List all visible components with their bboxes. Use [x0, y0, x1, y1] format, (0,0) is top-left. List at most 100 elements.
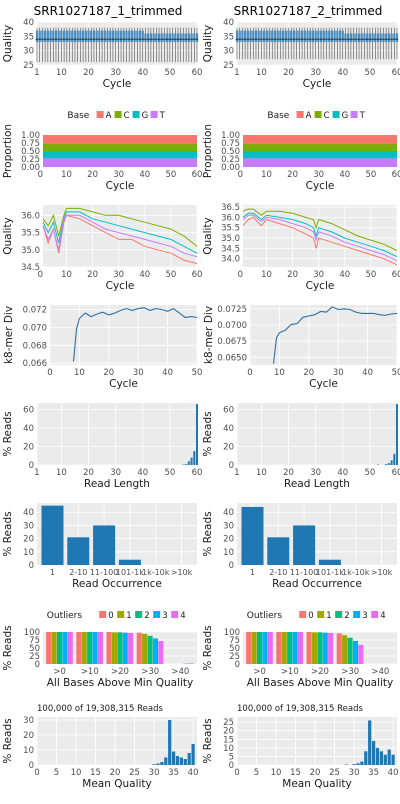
r1-outliers-bar — [82, 632, 87, 664]
r2-quality-by-base-xtick-label: 30 — [313, 270, 324, 280]
r2-box — [347, 33, 349, 42]
r2-box — [393, 33, 395, 42]
r1-outliers-bar — [188, 663, 193, 664]
r1-box — [79, 31, 81, 42]
r2-base-proportion-xtick-label: 40 — [339, 170, 350, 180]
r2-mean-quality-xtick-label: 20 — [310, 768, 321, 778]
r1-mean-quality-xtick-label: 0 — [34, 768, 39, 778]
r1-outliers-bar — [153, 638, 158, 664]
r1-outliers-legend-label: 1 — [126, 611, 131, 621]
r2-box — [293, 31, 295, 42]
r1-outliers-xtick-label: >0 — [53, 667, 66, 677]
r1-outliers-xtick-label: >30 — [141, 667, 159, 677]
r2-read-length-x-axis-title: Read Length — [284, 478, 350, 490]
r2-read-length-bar — [396, 404, 398, 465]
r2-kmer-div-panel — [250, 305, 397, 365]
r1-box — [44, 31, 46, 42]
r1-outliers-bar — [76, 632, 81, 664]
r2-quality-boxplot-xtick-label: 30 — [310, 68, 321, 78]
r1-outliers-bar — [87, 632, 92, 664]
r1-quality-by-base-xtick-label: 0 — [38, 270, 43, 280]
r1-box — [128, 31, 130, 42]
r2-base-legend-title: Base — [267, 111, 289, 121]
r2-outliers-bar — [307, 632, 312, 664]
r1-quality-boxplot-xtick-label: 30 — [110, 68, 121, 78]
r1-quality-by-base-y-axis-title: Quality — [2, 217, 14, 255]
r1-read-length-xtick-label: 50 — [164, 468, 175, 478]
r1-outliers-bar — [147, 636, 152, 664]
r2-outliers-bar — [257, 632, 262, 664]
r2-kmer-div-ytick-label: 0.0700 — [217, 321, 247, 331]
r2-box — [315, 31, 317, 42]
column-title-r1: SRR1027187_1_trimmed — [34, 4, 183, 18]
r2-outliers-bar — [262, 632, 267, 664]
r2-box — [260, 31, 262, 42]
r2-mean-quality-ytick-label: 25 — [223, 718, 234, 728]
r1-outliers-x-axis-title: All Bases Above Min Quality — [47, 677, 194, 689]
r2-box — [331, 31, 333, 42]
r2-box — [382, 33, 384, 42]
r1-mean-quality-y-axis-title: % Reads — [2, 718, 14, 763]
r1-box — [134, 31, 136, 42]
r2-outliers-legend-label: 1 — [326, 611, 331, 621]
r2-box — [380, 33, 382, 42]
r1-box — [182, 33, 184, 42]
r1-base-legend-label: A — [106, 111, 112, 121]
r2-outliers-legend-swatch — [317, 611, 324, 618]
r2-read-occurrence-y-axis-title: % Reads — [202, 511, 214, 556]
r1-box — [193, 33, 195, 42]
r1-quality-by-base-ytick-label: 35.0 — [21, 246, 40, 256]
r1-box — [150, 33, 152, 42]
r2-box — [290, 31, 292, 42]
r1-box — [87, 31, 89, 42]
r2-mean-quality-bar — [368, 720, 371, 765]
r2-outliers-bar — [298, 632, 303, 664]
r1-read-occurrence-ytick-label: 30 — [23, 521, 34, 531]
r1-read-occurrence-ytick-label: 20 — [23, 535, 34, 545]
r1-kmer-div-panel — [50, 305, 197, 365]
r2-box — [255, 31, 257, 42]
r2-read-length-xtick-label: 40 — [337, 468, 348, 478]
r2-quality-by-base-xtick-label: 60 — [392, 270, 400, 280]
r1-occ-xtick-label: 101-1k — [116, 568, 144, 577]
r2-quality-boxplot-plot-bg — [237, 22, 397, 65]
r1-box — [169, 33, 171, 42]
r2-read-length-xtick-label: 60 — [392, 468, 400, 478]
r2-box — [236, 31, 238, 42]
r1-mean-quality-bar — [156, 764, 159, 766]
r2-quality-boxplot-ytick-label: 25 — [223, 61, 234, 71]
r1-box — [82, 31, 84, 42]
r1-mean-quality-bar — [176, 756, 179, 765]
r1-quality-boxplot-x-axis-title: Cycle — [103, 78, 132, 90]
r1-outliers-xtick-label: >20 — [111, 667, 129, 677]
r1-mean-quality-bar — [191, 744, 194, 765]
r1-occ-xtick-label: 1 — [50, 568, 55, 577]
r2-base-area-G — [243, 151, 397, 158]
r2-quality-boxplot-ytick-label: 30 — [223, 47, 234, 57]
r2-mean-quality-ytick-label: 10 — [223, 744, 234, 754]
r1-base-legend-label: G — [142, 111, 149, 121]
r1-outliers-bar — [98, 632, 103, 664]
r2-box — [323, 31, 325, 42]
r2-outliers-bar — [282, 632, 287, 664]
r2-box — [277, 31, 279, 42]
r2-quality-by-base-xtick-label: 20 — [287, 270, 298, 280]
r2-box — [336, 31, 338, 42]
r2-outliers-panel — [243, 632, 397, 664]
r1-box — [171, 33, 173, 42]
r2-mean-quality-bar — [376, 748, 379, 765]
r1-outliers-bar — [57, 632, 62, 664]
r1-base-legend-swatch — [115, 111, 122, 118]
r2-box — [377, 33, 379, 42]
r2-read-length-xtick-label: 20 — [283, 468, 294, 478]
r2-box — [390, 33, 392, 42]
r1-outliers-legend-swatch — [153, 611, 160, 618]
r1-box — [93, 31, 95, 42]
r1-read-length-xtick-label: 1 — [34, 468, 39, 478]
r2-quality-by-base-y-axis-title: Quality — [202, 217, 214, 255]
r2-base-proportion-xtick-label: 60 — [392, 170, 400, 180]
r1-box — [163, 33, 165, 42]
r2-read-length-bar — [385, 464, 387, 465]
r2-outliers-ytick-label: 100 — [224, 628, 240, 638]
